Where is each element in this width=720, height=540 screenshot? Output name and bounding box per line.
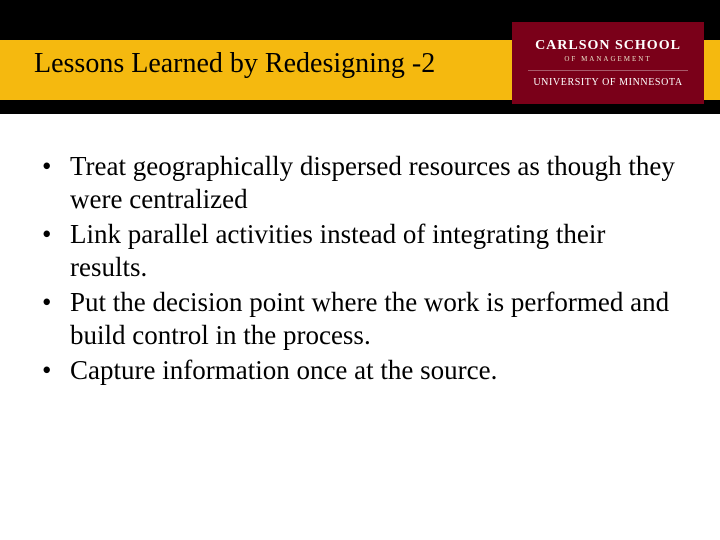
bullet-text: Put the decision point where the work is… <box>70 287 669 350</box>
list-item: Treat geographically dispersed resources… <box>38 150 682 216</box>
bullet-list: Treat geographically dispersed resources… <box>38 150 682 387</box>
school-logo: CARLSON SCHOOL OF MANAGEMENT UNIVERSITY … <box>512 22 704 104</box>
list-item: Capture information once at the source. <box>38 354 682 387</box>
slide-title: Lessons Learned by Redesigning -2 <box>34 48 435 80</box>
list-item: Link parallel activities instead of inte… <box>38 218 682 284</box>
logo-line-1: CARLSON SCHOOL <box>535 38 681 54</box>
logo-line-2: OF MANAGEMENT <box>564 55 651 63</box>
header-band: Lessons Learned by Redesigning -2 CARLSO… <box>0 0 720 114</box>
list-item: Put the decision point where the work is… <box>38 286 682 352</box>
slide: Lessons Learned by Redesigning -2 CARLSO… <box>0 0 720 540</box>
bullet-text: Treat geographically dispersed resources… <box>70 151 675 214</box>
slide-body: Treat geographically dispersed resources… <box>38 150 682 389</box>
logo-line-3: UNIVERSITY OF MINNESOTA <box>533 77 682 88</box>
bullet-text: Capture information once at the source. <box>70 355 497 385</box>
bullet-text: Link parallel activities instead of inte… <box>70 219 605 282</box>
logo-divider <box>528 70 688 71</box>
